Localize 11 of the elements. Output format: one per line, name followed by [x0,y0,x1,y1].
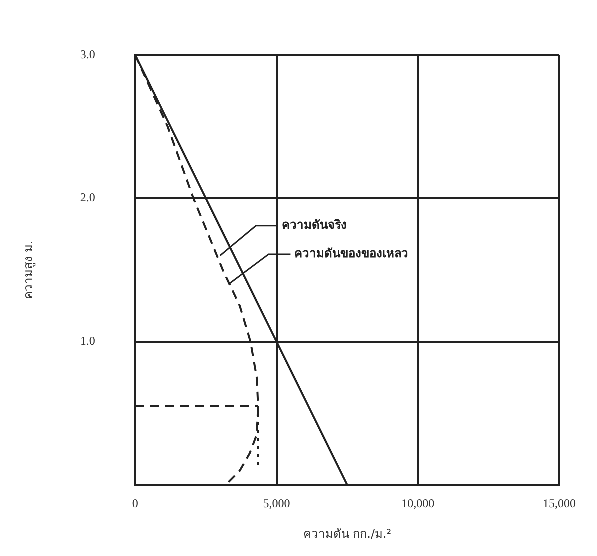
x-tick-label: 15,000 [543,496,576,511]
x-tick-label: 10,000 [402,496,435,511]
y-axis-title: ความสูง ม. [21,240,36,300]
annotation: ความดันจริง [282,218,348,232]
x-tick-label: 5,000 [263,496,290,511]
y-tick-label: 1.0 [80,334,96,348]
annotation: ความดันของของเหลว [294,246,409,261]
y-tick-label: 2.0 [80,190,96,205]
y-tick-label: 3.0 [80,47,96,62]
x-tick-label: 0 [132,496,138,511]
x-axis-title: ความดัน กก./ม.² [303,526,392,541]
